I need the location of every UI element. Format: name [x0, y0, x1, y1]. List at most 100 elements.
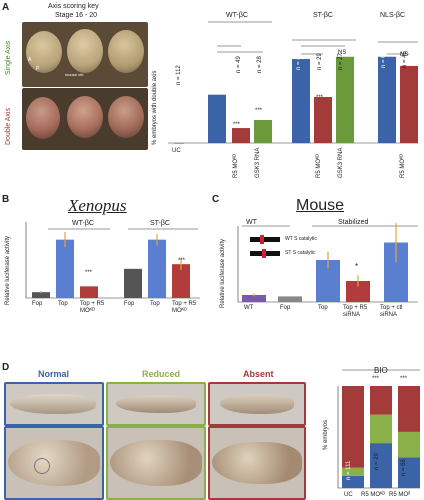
- head-image: [8, 440, 100, 486]
- x-label: R5 MOᴷᴰ: [233, 153, 239, 178]
- bar: [172, 264, 190, 298]
- n-label: n = 63: [381, 51, 387, 68]
- bar: [32, 292, 50, 298]
- category-normal: Normal: [38, 369, 70, 379]
- embryo-image: [108, 96, 144, 138]
- significance-stars: ***: [178, 258, 186, 264]
- construct-site: [260, 235, 264, 244]
- bar: [378, 56, 396, 143]
- panel-b-group-st: ST-βC: [150, 220, 170, 227]
- stacked-bar-segment: [398, 386, 420, 432]
- panel-b-label: B: [2, 194, 10, 205]
- n-label: n = 49: [236, 56, 242, 73]
- stacked-bar-segment: [342, 467, 364, 476]
- n-label: n = 111: [346, 460, 352, 480]
- panel-c-group-st: Stabilized: [338, 219, 369, 226]
- category-absent: Absent: [243, 369, 274, 379]
- panel-c-ylabel: Relative luciferase activity: [220, 238, 226, 308]
- embryo-image: [108, 30, 144, 73]
- panel-b-x-label: Top + R5 MOᴷᴰ: [80, 301, 105, 314]
- significance-stars: ***: [85, 270, 93, 276]
- panel-c-x-label: Top + R5 siRNA: [343, 305, 368, 318]
- panel-b-x-label: Fop: [32, 301, 43, 307]
- embryo-image: [26, 97, 60, 139]
- significance-stars: ***: [400, 376, 408, 382]
- n-label: n = 28: [257, 56, 263, 73]
- stacked-bar-segment: [342, 475, 364, 488]
- panel-d-x-label: R5 MOᵟ: [389, 492, 411, 498]
- normal-tadpole-photo: [4, 382, 104, 426]
- embryo-image: [67, 29, 103, 73]
- significance-ns: NS: [400, 52, 409, 58]
- tadpole-image: [220, 394, 294, 414]
- bar: [232, 128, 250, 143]
- significance-star: *: [355, 262, 359, 271]
- stacked-bar-segment: [370, 386, 392, 415]
- bar: [80, 286, 98, 298]
- panel-c-x-label: Top + ctl siRNA: [380, 305, 403, 318]
- category-reduced: Reduced: [142, 369, 181, 379]
- bar: [208, 94, 226, 143]
- bar: [56, 239, 74, 298]
- stacked-bar-segment: [342, 386, 364, 468]
- bar: [278, 296, 302, 302]
- significance-stars: ***: [316, 95, 324, 101]
- group-st-bc: ST-βC: [313, 12, 333, 19]
- panel-c-x-label: Fop: [280, 305, 291, 311]
- panel-b-ylabel: Relative luciferase activity: [5, 235, 11, 305]
- axis-key-title: Axis scoring key: [48, 3, 99, 10]
- panel-d-label: D: [2, 362, 10, 373]
- bar: [314, 97, 332, 143]
- panel-c-x-label: Top: [318, 305, 328, 311]
- reduced-head-closeup: [106, 426, 206, 500]
- head-image: [212, 442, 302, 484]
- stacked-bar-segment: [398, 457, 420, 488]
- bar: [346, 281, 370, 302]
- panel-b-x-label: Top + R5 MOᴷᴰ: [172, 301, 197, 314]
- panel-c-group-wt: WT: [246, 219, 257, 226]
- single-axis-photo: [22, 22, 148, 87]
- significance-stars: ***: [255, 108, 263, 114]
- double-axis-photo: [22, 88, 148, 150]
- significance-stars: ***: [233, 122, 241, 128]
- tadpole-image: [116, 395, 196, 413]
- n-label: n = 29: [374, 453, 380, 470]
- x-label: GSK3 RNA: [338, 147, 344, 178]
- n-label: n = 112: [176, 65, 182, 85]
- significance-stars: ***: [372, 376, 380, 382]
- bar: [124, 268, 142, 298]
- construct-legend: [250, 233, 320, 265]
- bar: [292, 59, 310, 143]
- bar: [336, 56, 354, 143]
- bio-label: BIO: [374, 366, 388, 375]
- panel-d-x-label: UC: [344, 492, 353, 498]
- orientation-a: A: [28, 57, 32, 63]
- head-image: [110, 440, 202, 486]
- panel-c-x-label: WT: [244, 305, 254, 311]
- panel-b-group-wt: WT-βC: [72, 220, 94, 227]
- panel-c-title: Mouse: [296, 197, 345, 214]
- panel-a-label: A: [2, 2, 10, 13]
- panel-b-x-label: Top: [58, 301, 68, 307]
- legend-wt-catalytic: WT S catalytic: [285, 236, 317, 242]
- construct-site: [262, 249, 266, 258]
- group-wt-bc: WT-βC: [226, 12, 248, 19]
- stacked-bar-segment: [370, 443, 392, 488]
- panel-b-x-label: Top: [150, 301, 160, 307]
- reduced-tadpole-photo: [106, 382, 206, 426]
- bar: [148, 239, 166, 298]
- absent-tadpole-photo: [208, 382, 306, 426]
- bar: [242, 295, 266, 302]
- n-label: n = 40: [296, 53, 302, 70]
- panel-d-ylabel: % embryos: [323, 419, 329, 450]
- normal-head-closeup: [4, 426, 104, 500]
- n-label: n = 68: [401, 459, 407, 476]
- group-nls-bc: NLS-βC: [380, 12, 406, 19]
- construct-bar: [250, 237, 280, 242]
- mouse-ctrl-label: mouse ctrl: [65, 72, 84, 77]
- bar: [174, 143, 184, 144]
- stage-label: Stage 16 - 20: [55, 12, 98, 19]
- panel-d-x-label: R5 MOᴷᴰ: [361, 492, 386, 498]
- panel-b-x-label: Fop: [124, 301, 135, 307]
